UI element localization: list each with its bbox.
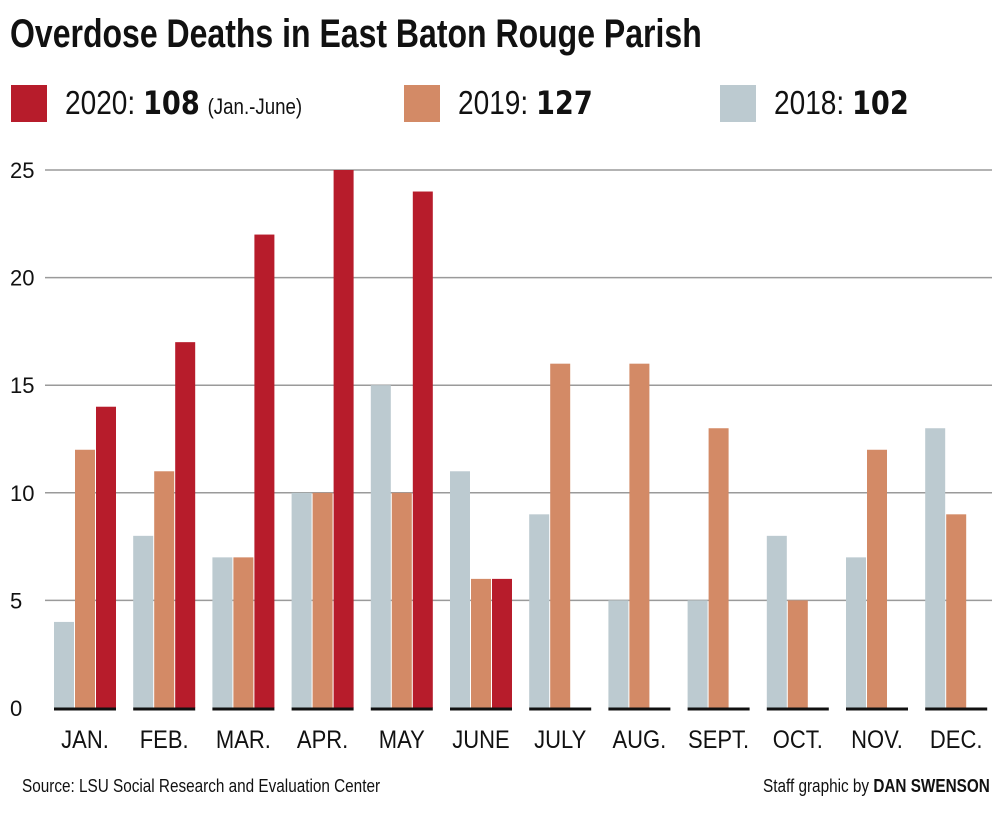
x-tick-label: APR.: [297, 726, 348, 754]
bar-2019-dec: [946, 514, 967, 708]
x-tick-label: MAY: [379, 726, 425, 754]
bar-2018-feb: [133, 535, 154, 708]
bar-2018-may: [370, 385, 391, 708]
x-tick-label: NOV.: [851, 726, 903, 754]
source-note: Source: LSU Social Research and Evaluati…: [22, 776, 381, 796]
x-tick-label: JAN.: [61, 726, 109, 754]
bar-2018-mar: [212, 557, 233, 708]
bar-2020-jan: [96, 406, 116, 708]
y-tick-label: 10: [10, 481, 34, 506]
legend-item-2018: 2018: 102: [720, 84, 933, 122]
bar-2018-nov: [846, 557, 866, 708]
y-tick-label: 25: [10, 158, 34, 183]
bar-2019-aug: [629, 363, 650, 708]
legend-total: 108: [143, 84, 200, 122]
bar-2019-mar: [233, 557, 254, 708]
bar-2018-oct: [766, 535, 787, 708]
legend-total: 102: [852, 84, 909, 122]
x-tick-label: OCT.: [773, 726, 823, 754]
x-tick-label: DEC.: [930, 726, 983, 754]
bar-2019-sept: [708, 428, 729, 708]
y-tick-label: 15: [10, 373, 34, 398]
x-tick-label: FEB.: [140, 726, 189, 754]
bar-2018-jan: [54, 621, 74, 708]
chart-title: Overdose Deaths in East Baton Rouge Pari…: [10, 12, 702, 56]
bar-2018-july: [529, 514, 550, 708]
bar-2018-aug: [608, 600, 629, 708]
bar-2020-feb: [175, 342, 196, 708]
bar-2018-sept: [687, 600, 708, 708]
legend-label: 2019:: [458, 84, 529, 121]
bar-2019-jan: [75, 449, 95, 708]
bar-2018-dec: [925, 428, 946, 708]
x-tick-label: JULY: [534, 726, 586, 754]
bar-2020-apr: [333, 170, 354, 708]
bar-2020-may: [412, 191, 433, 708]
legend-swatch-2019: [404, 84, 440, 122]
x-tick-label: SEPT.: [688, 726, 749, 754]
y-tick-label: 5: [10, 588, 22, 613]
legend-total: 127: [536, 84, 593, 122]
y-tick-label: 0: [10, 696, 22, 721]
bar-2019-apr: [312, 492, 333, 708]
legend-item-2019: 2019: 127: [404, 84, 617, 122]
y-tick-label: 20: [10, 266, 34, 291]
legend-label: 2018:: [774, 84, 845, 121]
legend-swatch-2020: [11, 84, 47, 122]
legend-label: 2020:: [65, 84, 136, 121]
legend-item-2020: 2020: 108 (Jan.-June): [11, 84, 344, 122]
bar-2019-july: [550, 363, 571, 708]
x-tick-label: MAR.: [216, 726, 271, 754]
legend-note: (Jan.-June): [207, 94, 303, 119]
bar-2020-mar: [254, 234, 275, 708]
bar-2019-feb: [154, 471, 175, 708]
credit-name: DAN SWENSON: [873, 776, 990, 796]
bar-2019-nov: [867, 449, 887, 708]
bar-2020-june: [492, 578, 512, 708]
bar-2019-june: [471, 578, 491, 708]
credit: Staff graphic by DAN SWENSON: [763, 776, 990, 797]
bar-2018-apr: [291, 492, 312, 708]
legend-swatch-2018: [720, 84, 756, 122]
bar-2018-june: [450, 471, 470, 708]
credit-prefix: Staff graphic by: [763, 776, 870, 796]
bar-2019-oct: [787, 600, 808, 708]
bar-2019-may: [391, 492, 412, 708]
x-tick-label: JUNE: [452, 726, 509, 754]
x-tick-label: AUG.: [613, 726, 667, 754]
